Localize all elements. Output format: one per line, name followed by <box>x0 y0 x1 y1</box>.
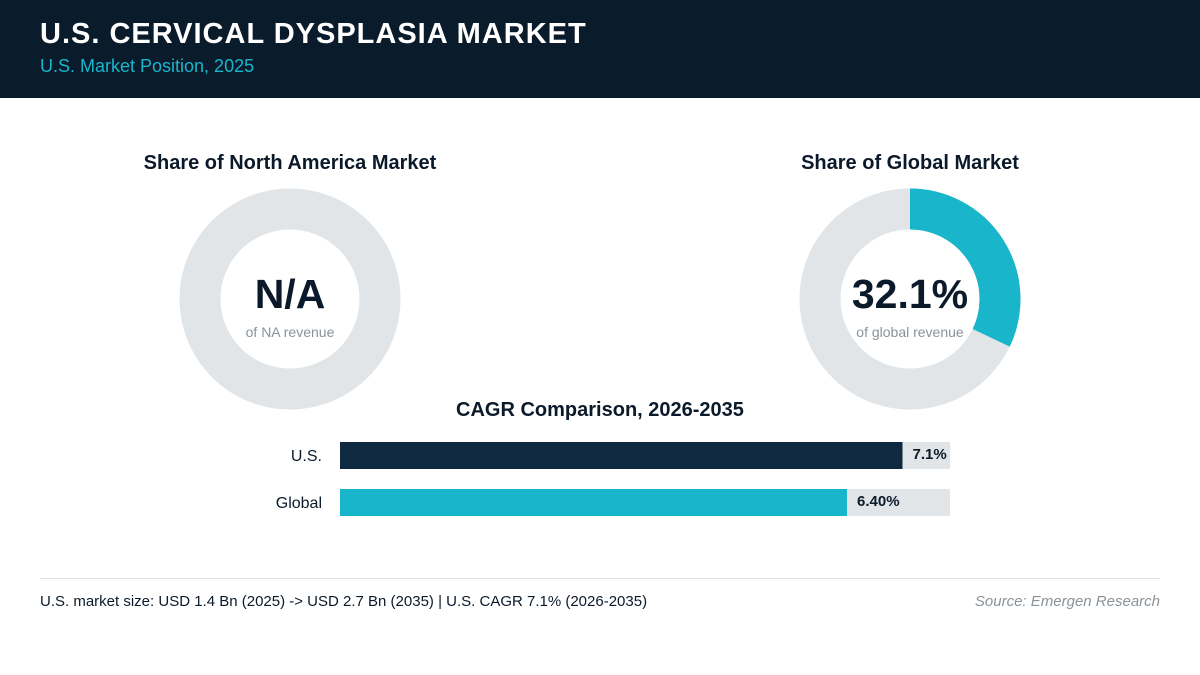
global-donut-center: 32.1% of global revenue <box>799 188 1021 410</box>
cagr-value-label: 7.1% <box>913 446 947 463</box>
cagr-bar <box>340 489 847 516</box>
global-share-value: 32.1% <box>851 271 969 317</box>
cagr-category-label: Global <box>276 495 322 512</box>
cagr-bar <box>340 442 903 469</box>
global-share-caption: of global revenue <box>856 324 964 340</box>
header-bar: U.S. CERVICAL DYSPLASIA MARKET U.S. Mark… <box>0 0 1200 98</box>
global-share-title: Share of Global Market <box>801 152 1019 174</box>
na-share-title: Share of North America Market <box>143 152 437 174</box>
global-donut-slice <box>909 188 1021 347</box>
page-subtitle: U.S. Market Position, 2025 <box>40 56 255 76</box>
source-credit: Source: Emergen Research <box>974 593 1160 610</box>
footer-note: U.S. market size: USD 1.4 Bn (2025) -> U… <box>40 593 648 610</box>
page-title: U.S. CERVICAL DYSPLASIA MARKET <box>40 18 587 50</box>
footer-divider <box>40 578 1160 579</box>
cagr-chart-title: CAGR Comparison, 2026-2035 <box>456 399 744 421</box>
cagr-bar-chart: U.S. 7.1% Global 6.40% <box>276 442 950 516</box>
na-share-caption: of NA revenue <box>245 324 335 340</box>
na-donut-track <box>179 188 401 410</box>
na-share-value: N/A <box>254 271 326 317</box>
global-share-donut <box>799 188 1021 410</box>
na-share-donut <box>179 188 401 410</box>
cagr-value-label: 6.40% <box>857 493 900 510</box>
na-donut-center: N/A of NA revenue <box>179 188 401 410</box>
cagr-category-label: U.S. <box>291 448 322 465</box>
